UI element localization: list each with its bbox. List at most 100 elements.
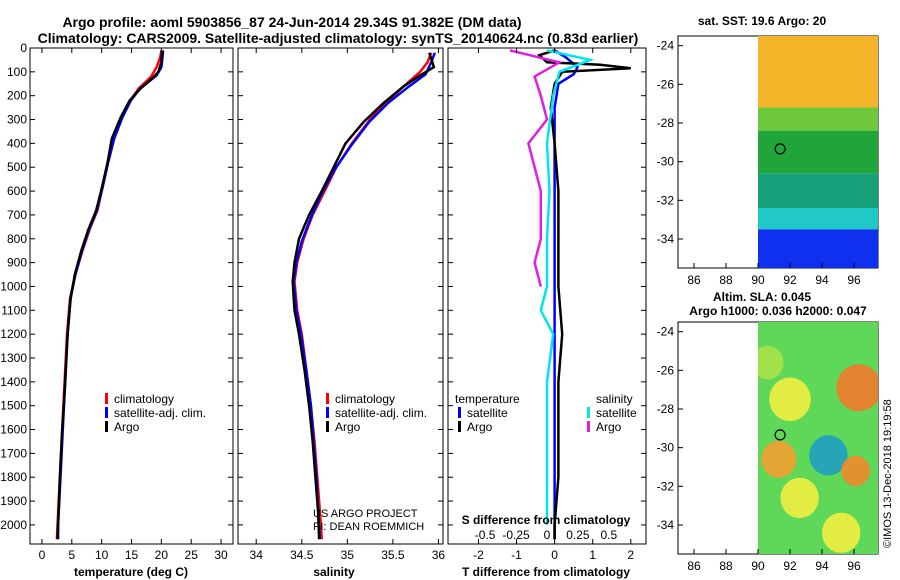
map-x-tick-label: 94: [815, 273, 829, 287]
legend-salinity-title: salinity: [596, 392, 633, 406]
diff-legend-swatch-sal-argo: [587, 421, 590, 432]
legend-sal-argo: Argo: [596, 420, 622, 434]
sal-legend-climatology: climatology: [335, 392, 395, 406]
y-tick-label: 1800: [0, 470, 27, 484]
map-x-tick-label: 92: [783, 559, 797, 573]
legend-sal-satellite: satellite: [596, 406, 637, 420]
series-line-temperature-argo: [536, 49, 631, 540]
sla-anomaly-blob: [836, 364, 878, 412]
salinity-difference-tick-label: 0.5: [601, 528, 618, 542]
map-y-tick-label: -32: [657, 479, 675, 493]
sal-legend-swatch-satellite: [326, 407, 329, 418]
sal-legend-argo: Argo: [335, 420, 361, 434]
y-tick-label: 500: [7, 160, 27, 174]
sst-map-title: sat. SST: 19.6 Argo: 20: [698, 14, 827, 28]
x-tick-label: 0: [551, 548, 558, 562]
y-tick-label: 600: [7, 184, 27, 198]
temperature-panel: 0 5 10 15 20 25 300100200300400500600700800900…: [0, 41, 234, 579]
sst-band: [758, 36, 878, 108]
x-tick-label: 10: [95, 548, 109, 562]
argo-position-marker: [774, 143, 786, 155]
map-y-tick-label: -28: [657, 402, 675, 416]
sla-anomaly-blob: [761, 440, 797, 478]
temperature-plot-frame: [29, 47, 234, 545]
map-y-tick-label: -24: [657, 325, 675, 339]
map-x-tick-label: 88: [719, 559, 733, 573]
title-line-1: Argo profile: aoml 5903856_87 24-Jun-201…: [62, 14, 521, 30]
x-tick-label: 15: [125, 548, 139, 562]
sla-map-panel: Altim. SLA: 0.045 Argo h1000: 0.036 h200…: [657, 290, 879, 573]
map-y-tick-label: -34: [657, 232, 675, 246]
difference-panel: -2 -1 0 1 2 -0.5 -0.25 0 0.25 0.5 T difference fr…: [447, 47, 647, 579]
x-tick-label: 34: [250, 548, 264, 562]
imos-watermark: ©IMOS 13-Dec-2018 19:19:58: [882, 399, 894, 548]
map-y-tick-label: -30: [657, 155, 675, 169]
sst-band: [758, 130, 878, 174]
map-x-tick-label: 96: [847, 559, 861, 573]
temperature-legend: climatology satellite-adj. clim. Argo: [105, 392, 206, 434]
sla-map-ticks: 86 88 90 92 94 96 -24 -26 -28 -30 -32 -34: [657, 325, 861, 573]
x-tick-label: 20: [155, 548, 169, 562]
legend-swatch-climatology: [105, 393, 108, 404]
salinity-panel: 34 34.5 35 35.5 36 salinity climatology sate…: [237, 47, 446, 579]
salinity-plot-frame: [237, 47, 444, 545]
sla-map-subtitle: Argo h1000: 0.036 h2000: 0.047: [689, 304, 867, 318]
map-y-tick-label: -30: [657, 441, 675, 455]
sst-band: [758, 208, 878, 230]
sla-anomaly-blob: [809, 435, 848, 476]
y-tick-label: 400: [7, 136, 27, 150]
sla-anomaly-blob: [841, 455, 870, 486]
map-y-tick-label: -26: [657, 77, 675, 91]
sst-band: [758, 107, 878, 131]
y-tick-label: 1500: [0, 399, 27, 413]
map-data-field: [758, 322, 878, 554]
series-line-salinity-argo: [509, 49, 563, 287]
salinity-xlabel: salinity: [313, 565, 355, 579]
y-tick-label: 0: [20, 41, 27, 55]
map-y-tick-label: -32: [657, 193, 675, 207]
sla-anomaly-blob: [822, 512, 861, 553]
y-tick-label: 700: [7, 208, 27, 222]
pi-credit: PI: DEAN ROEMMICH: [313, 521, 424, 533]
series-line-argo: [291, 52, 436, 540]
sst-map-panel: sat. SST: 19.6 Argo: 20 86 88 90 92 94 96 -24 -…: [657, 14, 879, 287]
map-x-tick-label: 86: [687, 559, 701, 573]
legend-swatch-satellite: [105, 407, 108, 418]
title-line-2: Climatology: CARS2009. Satellite-adjuste…: [38, 30, 639, 46]
salinity-difference-tick-label: 0.25: [566, 528, 590, 542]
salinity-difference-tick-label: -0.25: [502, 528, 530, 542]
sst-band: [758, 173, 878, 209]
x-tick-label: 36: [432, 548, 446, 562]
temperature-series: [55, 50, 165, 540]
map-x-tick-label: 86: [687, 273, 701, 287]
x-tick-label: 35: [341, 548, 355, 562]
y-tick-label: 1700: [0, 446, 27, 460]
difference-xlabel-top: S difference from climatology: [462, 513, 631, 527]
map-data-field: [758, 36, 878, 268]
sla-anomaly-blob: [769, 377, 811, 422]
x-tick-label: 5: [68, 548, 75, 562]
map-x-tick-label: 88: [719, 273, 733, 287]
x-tick-label: 1: [589, 548, 596, 562]
y-tick-label: 300: [7, 113, 27, 127]
y-tick-label: 900: [7, 256, 27, 270]
salinity-difference-tick-label: 0: [544, 528, 551, 542]
map-y-tick-label: -26: [657, 363, 675, 377]
temperature-xlabel: temperature (deg C): [74, 565, 188, 579]
x-tick-label: 30: [214, 548, 228, 562]
y-tick-label: 100: [7, 65, 27, 79]
legend-argo: Argo: [114, 420, 140, 434]
legend-satellite: satellite-adj. clim.: [114, 406, 206, 420]
y-tick-label: 1900: [0, 494, 27, 508]
y-tick-label: 200: [7, 89, 27, 103]
diff-legend-swatch-temp-satellite: [458, 407, 461, 418]
x-tick-label: -2: [473, 548, 484, 562]
sst-map-field: [758, 36, 878, 268]
x-tick-label: 25: [185, 548, 199, 562]
legend-climatology: climatology: [114, 392, 174, 406]
map-x-tick-label: 90: [751, 559, 765, 573]
sst-map-ticks: 86 88 90 92 94 96 -24 -26 -28 -30 -32 -34: [657, 39, 861, 287]
legend-temp-argo: Argo: [467, 420, 493, 434]
sal-legend-satellite: satellite-adj. clim.: [335, 406, 427, 420]
map-y-tick-label: -28: [657, 116, 675, 130]
